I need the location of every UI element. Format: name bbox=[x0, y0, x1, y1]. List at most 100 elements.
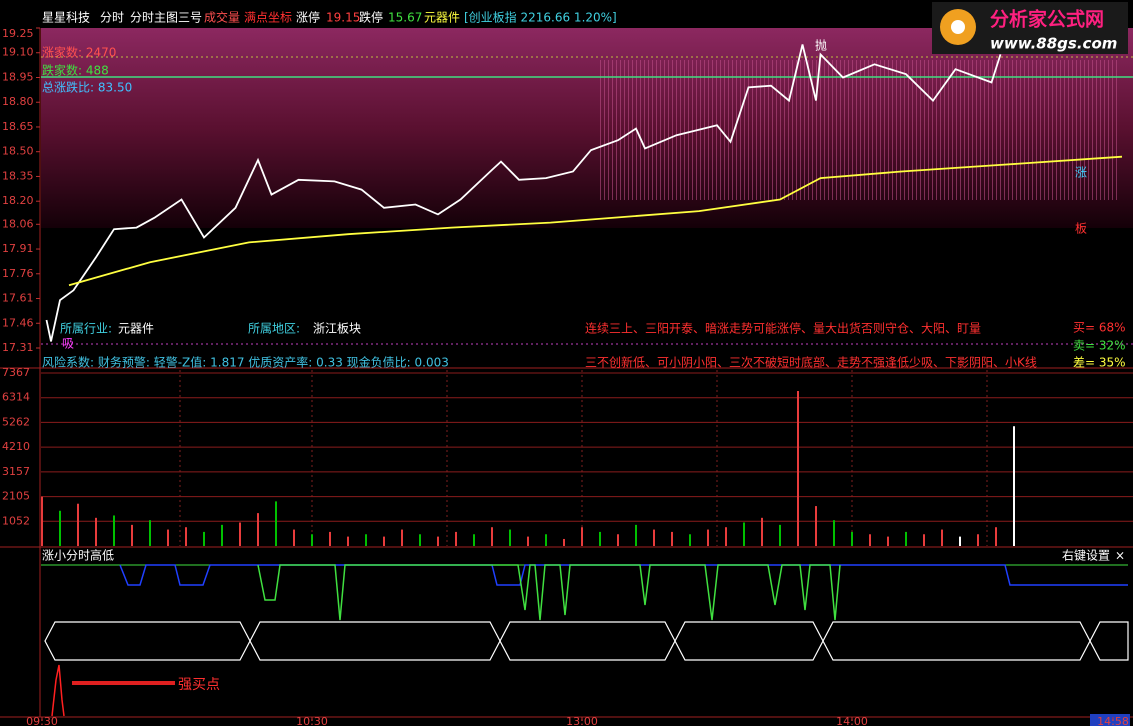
volume-bar bbox=[653, 529, 655, 546]
volume-bar bbox=[401, 529, 403, 546]
volume-bar bbox=[95, 517, 97, 546]
y-tick-label: 18.65 bbox=[2, 120, 34, 133]
y-tick-label: 1052 bbox=[2, 514, 30, 527]
logo-flower bbox=[951, 20, 965, 34]
y-tick-label: 4210 bbox=[2, 440, 30, 453]
menu-item[interactable]: 分时主图三号 bbox=[130, 11, 202, 25]
x-tick-label: 10:30 bbox=[296, 715, 328, 726]
y-tick-label: 17.61 bbox=[2, 292, 34, 305]
ratio: 差= 35% bbox=[1073, 356, 1126, 370]
region: 浙江板块 bbox=[313, 322, 361, 336]
volume-bar bbox=[761, 517, 763, 546]
signal-text: 三不创新低、可小阴小阳、三次不破短时底部、走势不强逢低少吸、下影阴阳、小K线 bbox=[585, 355, 1037, 370]
volume-bar bbox=[797, 391, 799, 546]
risk-text: 风险系数: 财务预警: 轻警-Z值: 1.817 优质资产率: 0.33 现金负… bbox=[42, 355, 449, 370]
volume-bar bbox=[923, 534, 925, 546]
volume-bar bbox=[833, 520, 835, 546]
volume-bar bbox=[635, 524, 637, 546]
volume-bar bbox=[941, 529, 943, 546]
y-tick-label: 18.80 bbox=[2, 95, 34, 108]
volume-bar bbox=[41, 496, 43, 546]
y-tick-label: 18.20 bbox=[2, 194, 34, 207]
y-tick-label: 17.31 bbox=[2, 341, 34, 354]
y-tick-label: 17.76 bbox=[2, 267, 34, 280]
close-button[interactable]: × bbox=[1115, 549, 1125, 563]
volume-bar bbox=[743, 522, 745, 546]
volume-bar bbox=[347, 536, 349, 546]
volume-bar bbox=[545, 534, 547, 546]
stat: 跌家数: 488 bbox=[42, 63, 109, 78]
industry-label: 所属行业: bbox=[60, 322, 112, 336]
hex-band bbox=[44, 621, 1129, 661]
volume-bar bbox=[779, 524, 781, 546]
x-tick-label: 13:00 bbox=[566, 715, 598, 726]
volume-bar bbox=[527, 536, 529, 546]
price-line bbox=[45, 44, 1002, 342]
volume-bar bbox=[275, 501, 277, 546]
y-tick-label: 5262 bbox=[2, 415, 30, 428]
volume-bar bbox=[221, 524, 223, 546]
y-tick-label: 19.10 bbox=[2, 46, 34, 59]
menu-item[interactable]: 成交量 bbox=[204, 10, 240, 25]
volume-bar bbox=[383, 536, 385, 546]
volume-bar bbox=[671, 531, 673, 546]
volume-bar bbox=[185, 527, 187, 546]
menu-item[interactable]: 分时 bbox=[100, 11, 124, 25]
volume-bar bbox=[563, 538, 565, 546]
stat: 涨家数: 2470 bbox=[42, 45, 116, 60]
ratio: 买= 68% bbox=[1073, 321, 1126, 335]
y-tick-label: 17.46 bbox=[2, 316, 34, 329]
volume-bar bbox=[311, 534, 313, 546]
volume-bar bbox=[239, 522, 241, 546]
y-tick-label: 7367 bbox=[2, 366, 30, 379]
up-mark: 涨 bbox=[1075, 165, 1087, 180]
volume-bar bbox=[995, 527, 997, 546]
volume-bar bbox=[329, 531, 331, 546]
stat: 总涨跌比: 83.50 bbox=[42, 80, 132, 95]
volume-bar bbox=[473, 534, 475, 546]
price-line bbox=[68, 155, 1123, 287]
limit-down: 15.67 bbox=[388, 11, 422, 25]
volume-bar bbox=[707, 529, 709, 546]
volume-bar bbox=[869, 534, 871, 546]
signal-text: 连续三上、三阳开泰、暗涨走势可能涨停、量大出货否则守仓、大阳、盯量 bbox=[585, 321, 981, 336]
signal-spike bbox=[51, 664, 65, 717]
volume-bar bbox=[59, 510, 61, 546]
y-tick-label: 18.35 bbox=[2, 169, 34, 182]
volume-bar bbox=[617, 534, 619, 546]
volume-bar bbox=[1013, 426, 1015, 546]
volume-bar bbox=[977, 534, 979, 546]
indicator-line bbox=[119, 564, 1128, 586]
logo-url: www.88gs.com bbox=[990, 35, 1117, 53]
sell-mark: 抛 bbox=[815, 38, 827, 53]
logo-title: 分析家公式网 bbox=[990, 8, 1104, 31]
region-label: 所属地区: bbox=[248, 322, 300, 336]
limit-up-label: 涨停 bbox=[296, 10, 320, 25]
x-tick-label: 14:58 bbox=[1097, 715, 1129, 726]
fan-pattern bbox=[600, 60, 1120, 200]
board-mark: 板 bbox=[1075, 222, 1087, 236]
volume-vgrid bbox=[179, 370, 988, 546]
limit-down-label: 跌停 bbox=[359, 10, 383, 25]
volume-bar bbox=[293, 529, 295, 546]
volume-bar bbox=[365, 534, 367, 546]
y-tick-label: 17.91 bbox=[2, 242, 34, 255]
menu-item[interactable]: 满点坐标 bbox=[244, 11, 292, 25]
volume-bar bbox=[149, 520, 151, 546]
limit-up: 19.15 bbox=[326, 11, 360, 25]
industry: 元器件 bbox=[118, 322, 154, 336]
settings[interactable]: 右键设置 bbox=[1062, 548, 1110, 563]
buy-mark: 吸 bbox=[62, 337, 74, 351]
volume-bar bbox=[203, 531, 205, 546]
volume-bar bbox=[887, 536, 889, 546]
y-tick-label: 18.50 bbox=[2, 145, 34, 158]
index: [创业板指 2216.66 1.20%] bbox=[464, 10, 617, 25]
sector: 元器件 bbox=[424, 11, 460, 25]
volume-bar bbox=[509, 529, 511, 546]
volume-bar bbox=[257, 513, 259, 546]
y-tick-label: 18.06 bbox=[2, 217, 34, 230]
x-tick-label: 09:30 bbox=[26, 715, 58, 726]
x-tick-label: 14:00 bbox=[836, 715, 868, 726]
time-highlight bbox=[1090, 714, 1130, 726]
y-tick-label: 19.25 bbox=[2, 27, 34, 40]
